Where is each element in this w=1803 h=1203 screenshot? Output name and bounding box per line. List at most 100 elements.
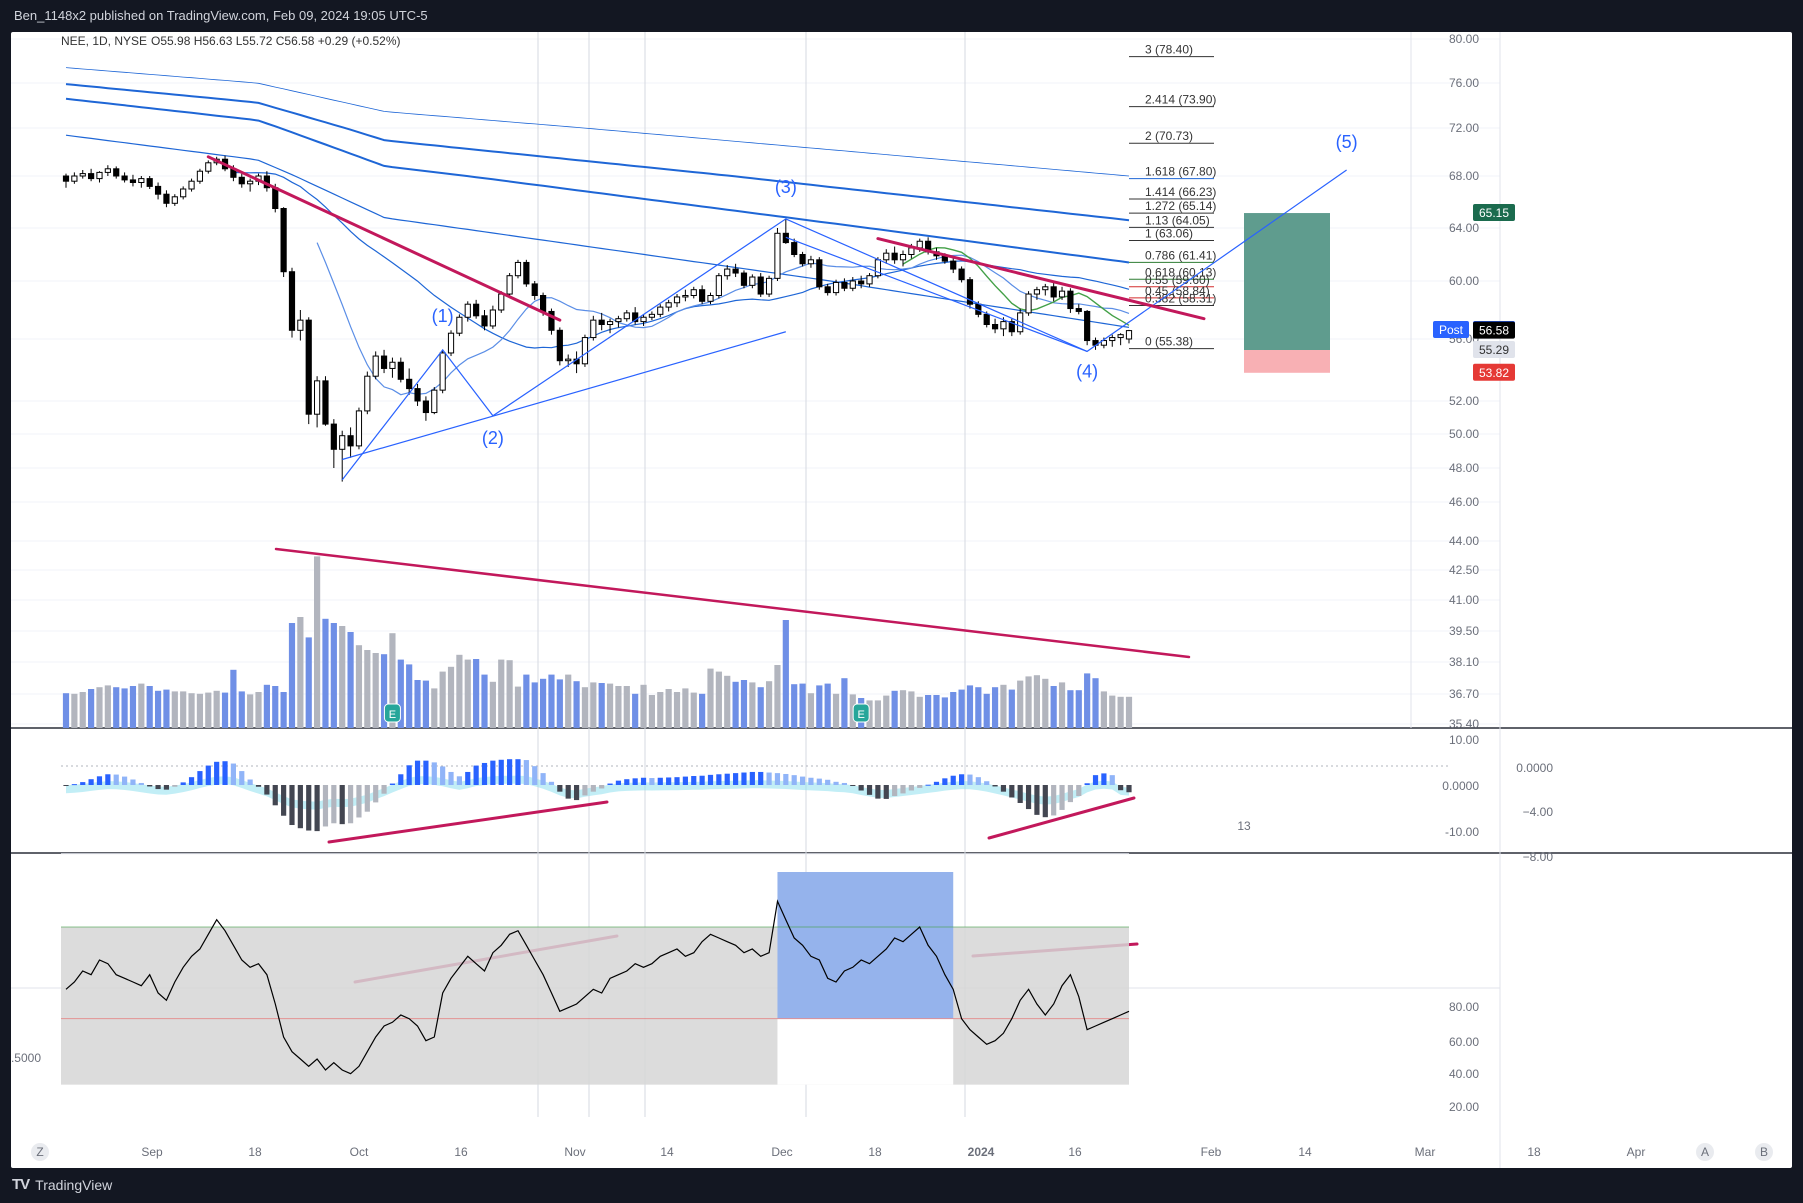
macd-bar: [850, 785, 856, 786]
macd-bar: [406, 765, 412, 785]
volume-bar: [682, 688, 689, 728]
macd-bar: [900, 785, 906, 794]
candle: [556, 327, 563, 366]
rsi-line: [65, 899, 1130, 1075]
macd-bar: [1000, 785, 1007, 792]
wave-label: (3): [775, 177, 797, 197]
candle-body: [180, 188, 187, 198]
log-scale-button[interactable]: B: [1755, 1143, 1773, 1161]
candle: [138, 176, 145, 188]
macd-bar: [540, 773, 546, 785]
volume-bar: [791, 684, 798, 728]
macd-bar: [766, 772, 772, 785]
candle-body: [238, 176, 245, 185]
tradingview-logo[interactable]: TV TradingView: [12, 1176, 112, 1193]
macd-bar: [959, 774, 965, 785]
candle-body: [473, 303, 480, 317]
candle: [573, 351, 580, 374]
volume-bar: [615, 686, 622, 728]
volume-bar: [205, 692, 212, 728]
candle: [464, 301, 471, 322]
volume-bar: [447, 666, 455, 728]
candle-body: [556, 329, 563, 362]
volume-bar: [983, 693, 990, 728]
volume-bar: [330, 623, 337, 728]
candle: [799, 251, 806, 267]
candle: [364, 371, 371, 415]
timezone-z-button[interactable]: Z: [31, 1143, 49, 1161]
candle: [104, 165, 111, 176]
volume-bar: [221, 692, 229, 728]
macd-bar: [431, 762, 437, 785]
candle-body: [774, 232, 781, 279]
candle: [849, 277, 856, 292]
macd-bar: [841, 782, 848, 785]
volume-bar: [238, 691, 245, 728]
volume-bar: [581, 687, 589, 728]
volume-bar: [732, 681, 739, 728]
candle: [447, 330, 455, 357]
volume-bar: [339, 626, 346, 728]
macd-bar: [398, 774, 404, 785]
candle-body: [489, 309, 496, 327]
candle: [791, 238, 798, 258]
candle: [883, 249, 890, 264]
time-axis-tick: 14: [660, 1145, 674, 1159]
macd-bar: [130, 779, 136, 785]
macd-axis-tick: 10.00: [1449, 733, 1479, 747]
macd-bar: [197, 771, 203, 785]
macd-bar: [180, 782, 186, 785]
volume-bar: [1033, 675, 1041, 728]
fib-level-label: 1 (63.06): [1145, 226, 1193, 240]
volume-bar: [364, 650, 371, 728]
volume-bar: [1075, 690, 1082, 728]
candle: [1033, 286, 1041, 300]
macd-axis-tick: 0.0000: [1516, 761, 1553, 775]
volume-bar: [163, 689, 170, 728]
volume-bar: [188, 693, 195, 728]
volume-bar: [950, 692, 957, 728]
candle-body: [146, 178, 153, 187]
candle: [615, 315, 622, 328]
macd-bar: [230, 763, 236, 785]
candle-body: [690, 289, 697, 297]
macd-bar: [741, 772, 747, 785]
candle-body: [1117, 334, 1124, 339]
candle: [657, 304, 664, 318]
volume-bar: [1067, 690, 1074, 728]
macd-bar: [783, 773, 789, 785]
candle-body: [113, 168, 120, 177]
price-axis-tick: 80.00: [1449, 32, 1479, 46]
volume-bar: [397, 659, 404, 728]
candle-body: [431, 389, 438, 414]
volume-bar: [565, 674, 572, 728]
candle-body: [447, 332, 455, 354]
candle-body: [950, 260, 957, 270]
auto-scale-button[interactable]: A: [1696, 1143, 1714, 1161]
long-position-tool[interactable]: [1244, 213, 1330, 373]
candle: [1042, 283, 1049, 296]
candle-body: [983, 313, 990, 326]
volume-bar: [573, 681, 580, 728]
price-axis-tick: 46.00: [1449, 495, 1479, 509]
macd-bar: [1092, 775, 1099, 785]
rsi-level-label: 0.5000: [11, 1051, 41, 1065]
volume-bar: [62, 693, 70, 728]
time-axis-tick: 2024: [968, 1145, 995, 1159]
candle: [314, 376, 321, 428]
candle-body: [883, 252, 890, 261]
candle-body: [205, 162, 212, 172]
macd-axis-tick: 0.0000: [1442, 779, 1479, 793]
price-tag-box: [1473, 363, 1515, 381]
macd-bar: [1034, 785, 1040, 815]
candle-body: [539, 295, 547, 312]
price-axis-tick: 48.00: [1449, 461, 1479, 475]
macd-bar: [214, 761, 220, 785]
candle-body: [866, 275, 873, 285]
macd-bar: [297, 785, 303, 829]
candle-body: [740, 272, 748, 286]
volume-bar: [171, 691, 178, 728]
candle-body: [355, 410, 363, 447]
